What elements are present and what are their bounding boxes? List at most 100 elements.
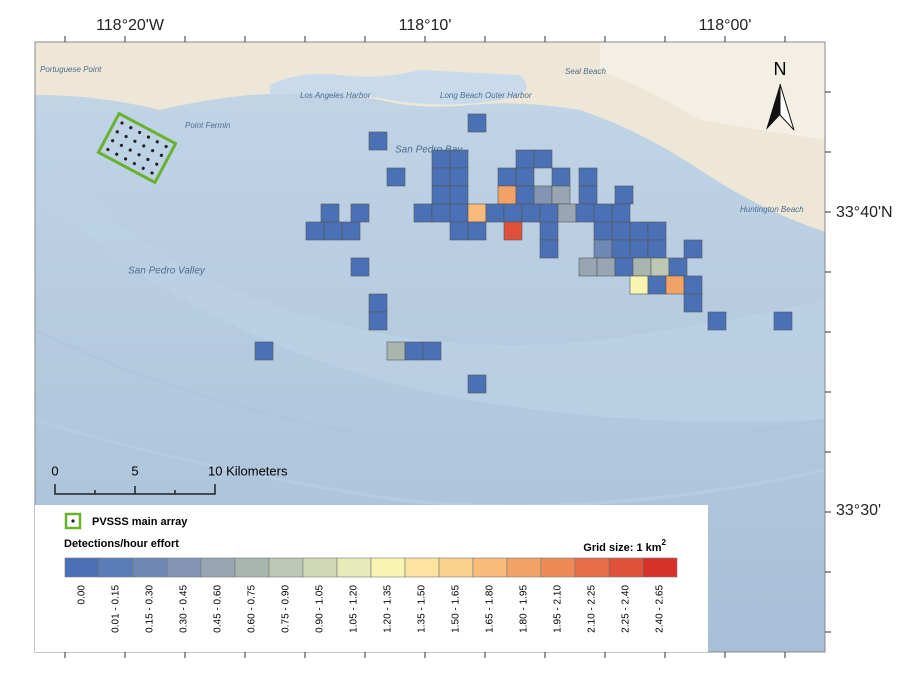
legend-swatch bbox=[472, 557, 508, 578]
grid-cell bbox=[503, 203, 523, 223]
grid-cell bbox=[515, 167, 535, 187]
grid-cell bbox=[614, 185, 634, 205]
place-label: Portuguese Point bbox=[40, 65, 102, 74]
legend-bin-label: 0.60 - 0.75 bbox=[247, 585, 258, 633]
legend-bin-label: 2.10 - 2.25 bbox=[587, 585, 598, 633]
grid-cell bbox=[596, 257, 616, 277]
place-label: Seal Beach bbox=[565, 67, 606, 76]
grid-cell bbox=[404, 341, 424, 361]
grid-cell bbox=[503, 221, 523, 241]
grid-size-text: Grid size: 1 km bbox=[583, 542, 661, 554]
legend-swatch bbox=[438, 557, 474, 578]
legend-bin-label: 0.15 - 0.30 bbox=[145, 585, 156, 633]
grid-cell bbox=[413, 203, 433, 223]
hydrophone bbox=[155, 162, 159, 166]
hydrophone bbox=[129, 126, 133, 130]
legend-bin-label: 1.50 - 1.65 bbox=[451, 585, 462, 633]
grid-cell bbox=[386, 341, 406, 361]
hydrophone bbox=[138, 130, 142, 135]
grid-cell bbox=[386, 167, 406, 187]
grid-cell bbox=[611, 221, 631, 241]
legend-swatch bbox=[642, 557, 678, 578]
grid-cell bbox=[368, 311, 388, 331]
grid-cell bbox=[593, 203, 613, 223]
lon-label: 118°20'W bbox=[96, 17, 165, 34]
legend-bin-label: 1.05 - 1.20 bbox=[349, 585, 360, 633]
legend-swatch bbox=[608, 557, 644, 578]
grid-cell bbox=[665, 275, 685, 295]
grid-cell bbox=[254, 341, 274, 361]
grid-cell bbox=[557, 203, 577, 223]
legend-swatch bbox=[336, 557, 372, 578]
grid-cell bbox=[497, 167, 517, 187]
grid-cell bbox=[683, 239, 703, 259]
grid-cell bbox=[539, 203, 559, 223]
hydrophone bbox=[110, 139, 115, 143]
legend-bins: 0.00 0.01 - 0.15 0.15 - 0.30 0.30 - 0.45 0.4… bbox=[64, 557, 678, 633]
legend-swatch bbox=[268, 557, 304, 578]
grid-cell bbox=[578, 167, 598, 187]
legend-bin-label: 1.80 - 1.95 bbox=[519, 585, 530, 633]
grid-cell bbox=[575, 203, 595, 223]
place-labels: Portuguese Point Los Angeles Harbor Long… bbox=[40, 65, 804, 277]
grid-cell bbox=[707, 311, 727, 331]
legend-bin-label: 1.95 - 2.10 bbox=[553, 585, 564, 633]
grid-cell bbox=[515, 149, 535, 169]
grid-cell bbox=[551, 185, 571, 205]
grid-cell bbox=[551, 167, 571, 187]
hydrophone bbox=[146, 157, 150, 162]
legend-swatch bbox=[98, 557, 134, 578]
hydrophone bbox=[150, 149, 155, 153]
grid-cell bbox=[539, 221, 559, 241]
grid-cell bbox=[323, 221, 343, 241]
scale-label: 5 bbox=[131, 463, 138, 478]
grid-cell bbox=[431, 185, 451, 205]
lat-label: 33°30' bbox=[836, 502, 881, 519]
legend-swatch bbox=[404, 557, 440, 578]
legend-bin-label: 0.30 - 0.45 bbox=[179, 585, 190, 633]
grid-cell bbox=[368, 293, 388, 313]
graticule-ticks bbox=[64, 36, 831, 658]
grid-cell bbox=[497, 185, 517, 205]
grid-cell bbox=[668, 257, 688, 277]
grid-cell bbox=[533, 149, 553, 169]
grid-cell bbox=[521, 203, 541, 223]
legend-bin-label: 1.35 - 1.50 bbox=[417, 585, 428, 633]
legend-swatch bbox=[166, 557, 202, 578]
legend-swatch bbox=[540, 557, 576, 578]
grid-cell bbox=[614, 257, 634, 277]
hydrophone bbox=[123, 157, 128, 161]
grid-cell bbox=[683, 293, 703, 313]
scale-label: 10 Kilometers bbox=[208, 463, 288, 478]
grid-cell bbox=[650, 257, 670, 277]
grid-cell bbox=[578, 257, 598, 277]
grid-cell bbox=[431, 203, 451, 223]
lon-label: 118°00' bbox=[699, 17, 752, 34]
grid-cell bbox=[467, 113, 487, 133]
grid-cell bbox=[350, 257, 370, 277]
grid-cell bbox=[368, 131, 388, 151]
grid-cell bbox=[773, 311, 793, 331]
legend-bin-label: 0.90 - 1.05 bbox=[315, 585, 326, 633]
legend-bin-label: 0.00 bbox=[77, 585, 88, 605]
scale-bar: 0 5 10 Kilometers bbox=[51, 463, 288, 495]
hydrophone bbox=[133, 139, 137, 143]
legend-swatch bbox=[506, 557, 542, 578]
place-label: Huntington Beach bbox=[740, 205, 804, 214]
grid-cell bbox=[449, 185, 469, 205]
legend-bin-label: 1.20 - 1.35 bbox=[383, 585, 394, 633]
grid-cell bbox=[593, 221, 613, 241]
legend-bin-label: 0.01 - 0.15 bbox=[111, 585, 122, 633]
grid-cell bbox=[539, 239, 559, 259]
legend-swatch bbox=[574, 557, 610, 578]
hydrophone bbox=[142, 144, 146, 148]
hydrophone bbox=[155, 140, 159, 144]
place-label: San Pedro Bay bbox=[395, 145, 463, 156]
grid-cell bbox=[647, 221, 667, 241]
grid-cell bbox=[629, 221, 649, 241]
hydrophone bbox=[128, 148, 132, 152]
grid-cell bbox=[578, 185, 598, 205]
grid-cell bbox=[449, 221, 469, 241]
legend-bin-label: 2.25 - 2.40 bbox=[621, 585, 632, 633]
